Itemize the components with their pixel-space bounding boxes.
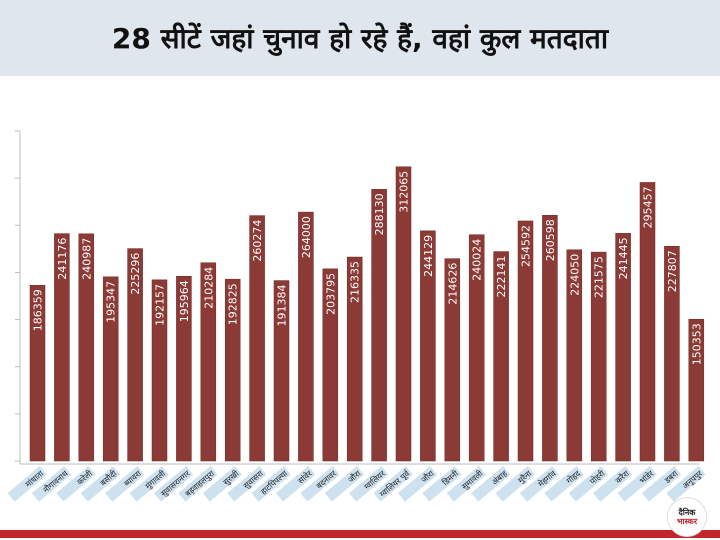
bar-value-label: 195964 — [178, 280, 191, 322]
bar — [273, 280, 290, 462]
bar — [395, 166, 412, 462]
bar-value-label: 203795 — [324, 273, 337, 315]
bar — [444, 258, 461, 462]
category-label-bg — [129, 466, 169, 502]
bar-value-label: 225296 — [129, 253, 142, 295]
bar — [127, 248, 143, 462]
bar-value-label: 241176 — [56, 238, 69, 280]
category-label-bg — [446, 466, 487, 502]
category-label-bg — [349, 466, 389, 502]
bar — [639, 182, 656, 462]
category-label-bg — [544, 466, 584, 502]
bar-value-label: 241445 — [617, 237, 630, 279]
bar-value-label: 186359 — [32, 289, 45, 331]
category-label-bg — [153, 466, 194, 502]
bar-value-label: 192157 — [154, 284, 167, 326]
bar — [322, 268, 339, 462]
bar-value-label: 295457 — [642, 186, 655, 228]
bar-value-label: 254592 — [520, 225, 533, 267]
bar-value-label: 150353 — [690, 323, 703, 365]
bar-value-label: 312065 — [398, 171, 411, 213]
bar-value-label: 244129 — [422, 235, 435, 277]
chart-title: 28 सीटें जहां चुनाव हो रहे हैं, वहां कुल… — [111, 22, 609, 55]
category-label-bg — [227, 466, 267, 502]
bar — [200, 262, 217, 462]
bar-chart: 186359मांधाता241176नौगावनाथ240987करेली19… — [7, 130, 706, 502]
bar-value-label: 260598 — [544, 219, 557, 261]
bar — [78, 233, 95, 462]
bar-value-label: 260274 — [251, 220, 264, 262]
bar-value-label: 192825 — [227, 283, 240, 325]
category-label-bg — [31, 466, 72, 502]
bar — [151, 279, 168, 462]
category-label-bg — [471, 466, 511, 502]
bar — [346, 256, 363, 462]
bar-value-label: 224050 — [568, 254, 581, 296]
bar — [420, 230, 436, 462]
bar-value-label: 222141 — [495, 256, 508, 298]
bar-value-label: 214626 — [446, 263, 459, 305]
category-label-bg — [275, 466, 316, 502]
bar — [249, 215, 265, 462]
logo-text-line2: भास्कर — [676, 517, 698, 526]
category-label-bg — [422, 466, 462, 502]
category-label-bg — [300, 466, 340, 502]
bar — [566, 249, 583, 462]
category-label-bg — [7, 466, 47, 502]
bar — [493, 251, 509, 462]
category-label-bg — [80, 466, 121, 502]
bottom-accent-line — [0, 530, 720, 538]
category-label-bg — [666, 466, 706, 502]
category-label-bg — [397, 466, 438, 502]
category-label-bg — [202, 466, 243, 502]
category-label-bg — [617, 466, 657, 502]
bar — [615, 233, 631, 462]
bar — [468, 234, 485, 462]
brand-logo: दैनिक भास्कर — [667, 497, 707, 537]
bar-value-label: 221575 — [593, 256, 606, 298]
bar-value-label: 210284 — [202, 267, 215, 309]
bar — [688, 318, 705, 462]
bar — [371, 189, 387, 462]
bar-value-label: 227807 — [666, 250, 679, 292]
bar — [224, 278, 241, 462]
bar-value-label: 195347 — [105, 281, 118, 323]
header-banner: 28 सीटें जहां चुनाव हो रहे हैं, वहां कुल… — [0, 0, 720, 76]
bar — [517, 220, 534, 462]
bar — [590, 251, 607, 462]
logo-text-line1: दैनिक — [678, 508, 696, 517]
category-label-bg — [519, 466, 560, 502]
category-label-bg — [641, 466, 682, 502]
bar — [298, 211, 314, 462]
bar-value-label: 240987 — [80, 238, 93, 280]
category-label-bg — [373, 466, 413, 502]
bar — [664, 245, 680, 462]
category-label-bg — [105, 466, 145, 502]
bar-value-label: 216335 — [349, 261, 362, 303]
bar — [102, 276, 119, 462]
bar — [29, 285, 46, 462]
bar — [54, 233, 70, 462]
bar — [176, 275, 192, 462]
category-label-bg — [495, 466, 535, 502]
category-label-bg — [593, 466, 633, 502]
category-label-bg — [324, 466, 365, 502]
bar-value-label: 288130 — [373, 193, 386, 235]
bar-value-label: 240024 — [471, 239, 484, 281]
category-label-bg — [568, 466, 609, 502]
bar-value-label: 264000 — [300, 216, 313, 258]
category-label-bg — [178, 466, 218, 502]
bar-value-label: 191384 — [276, 285, 289, 327]
bar — [542, 215, 558, 462]
category-label-bg — [251, 466, 291, 502]
category-label-bg — [56, 466, 96, 502]
